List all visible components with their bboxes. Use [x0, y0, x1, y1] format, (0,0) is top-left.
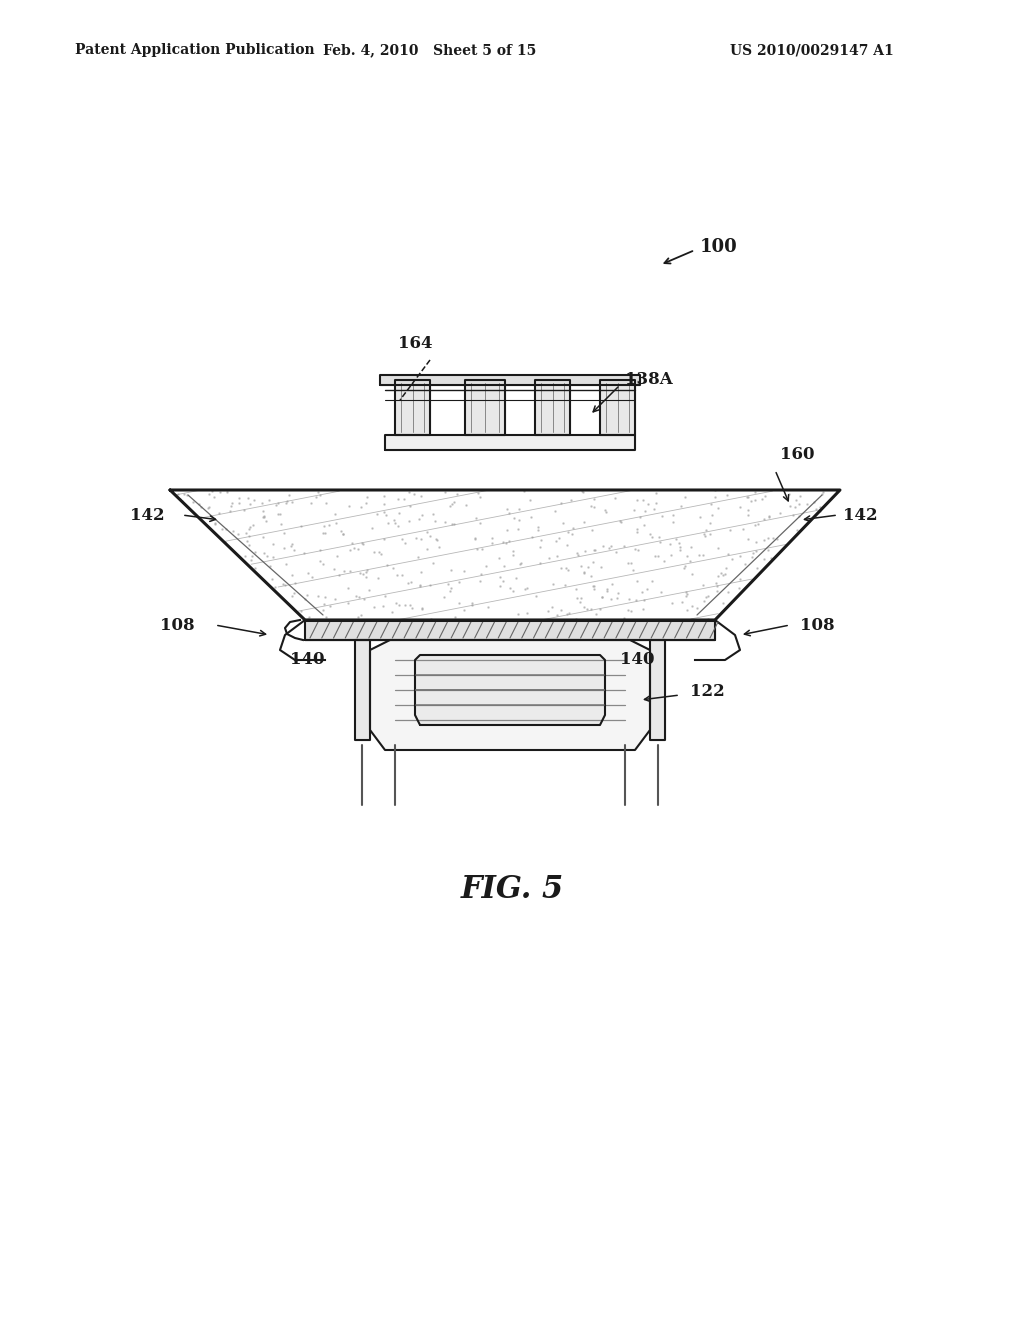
Text: 160: 160 [780, 446, 814, 463]
Text: 138A: 138A [625, 371, 673, 388]
Text: 142: 142 [843, 507, 878, 524]
Polygon shape [535, 380, 570, 436]
Text: 122: 122 [690, 684, 725, 701]
Text: 140: 140 [620, 652, 654, 668]
Text: 108: 108 [161, 616, 195, 634]
Text: 142: 142 [130, 507, 165, 524]
Polygon shape [385, 436, 635, 450]
Polygon shape [395, 380, 430, 436]
Text: Patent Application Publication: Patent Application Publication [75, 44, 314, 57]
Text: 100: 100 [700, 238, 737, 256]
Polygon shape [355, 640, 370, 741]
Polygon shape [650, 640, 665, 741]
Text: US 2010/0029147 A1: US 2010/0029147 A1 [730, 44, 894, 57]
Text: 164: 164 [397, 335, 432, 352]
Polygon shape [370, 640, 650, 750]
Polygon shape [170, 490, 840, 620]
Text: FIG. 5: FIG. 5 [461, 874, 563, 906]
Text: 140: 140 [290, 652, 325, 668]
Polygon shape [415, 655, 605, 725]
Polygon shape [380, 375, 640, 385]
Polygon shape [600, 380, 635, 436]
Polygon shape [305, 620, 715, 640]
Text: Feb. 4, 2010   Sheet 5 of 15: Feb. 4, 2010 Sheet 5 of 15 [324, 44, 537, 57]
Text: 108: 108 [800, 616, 835, 634]
Polygon shape [465, 380, 505, 436]
